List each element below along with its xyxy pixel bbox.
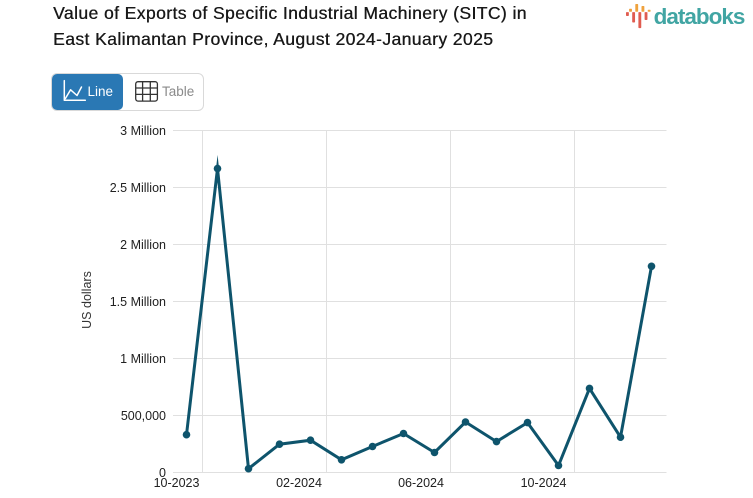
svg-text:500,000: 500,000	[121, 409, 166, 423]
svg-text:2.5 Million: 2.5 Million	[110, 181, 166, 195]
svg-text:2 Million: 2 Million	[120, 238, 166, 252]
svg-text:1.5 Million: 1.5 Million	[110, 295, 166, 309]
svg-text:10-2023: 10-2023	[154, 476, 200, 490]
svg-text:06-2024: 06-2024	[398, 476, 444, 490]
svg-text:US dollars: US dollars	[80, 271, 94, 329]
svg-text:0: 0	[159, 466, 166, 480]
svg-text:databoks: databoks	[654, 4, 745, 29]
svg-text:10-2024: 10-2024	[521, 476, 567, 490]
svg-text:1 Million: 1 Million	[120, 352, 166, 366]
svg-text:02-2024: 02-2024	[276, 476, 322, 490]
svg-text:3 Million: 3 Million	[120, 124, 166, 138]
